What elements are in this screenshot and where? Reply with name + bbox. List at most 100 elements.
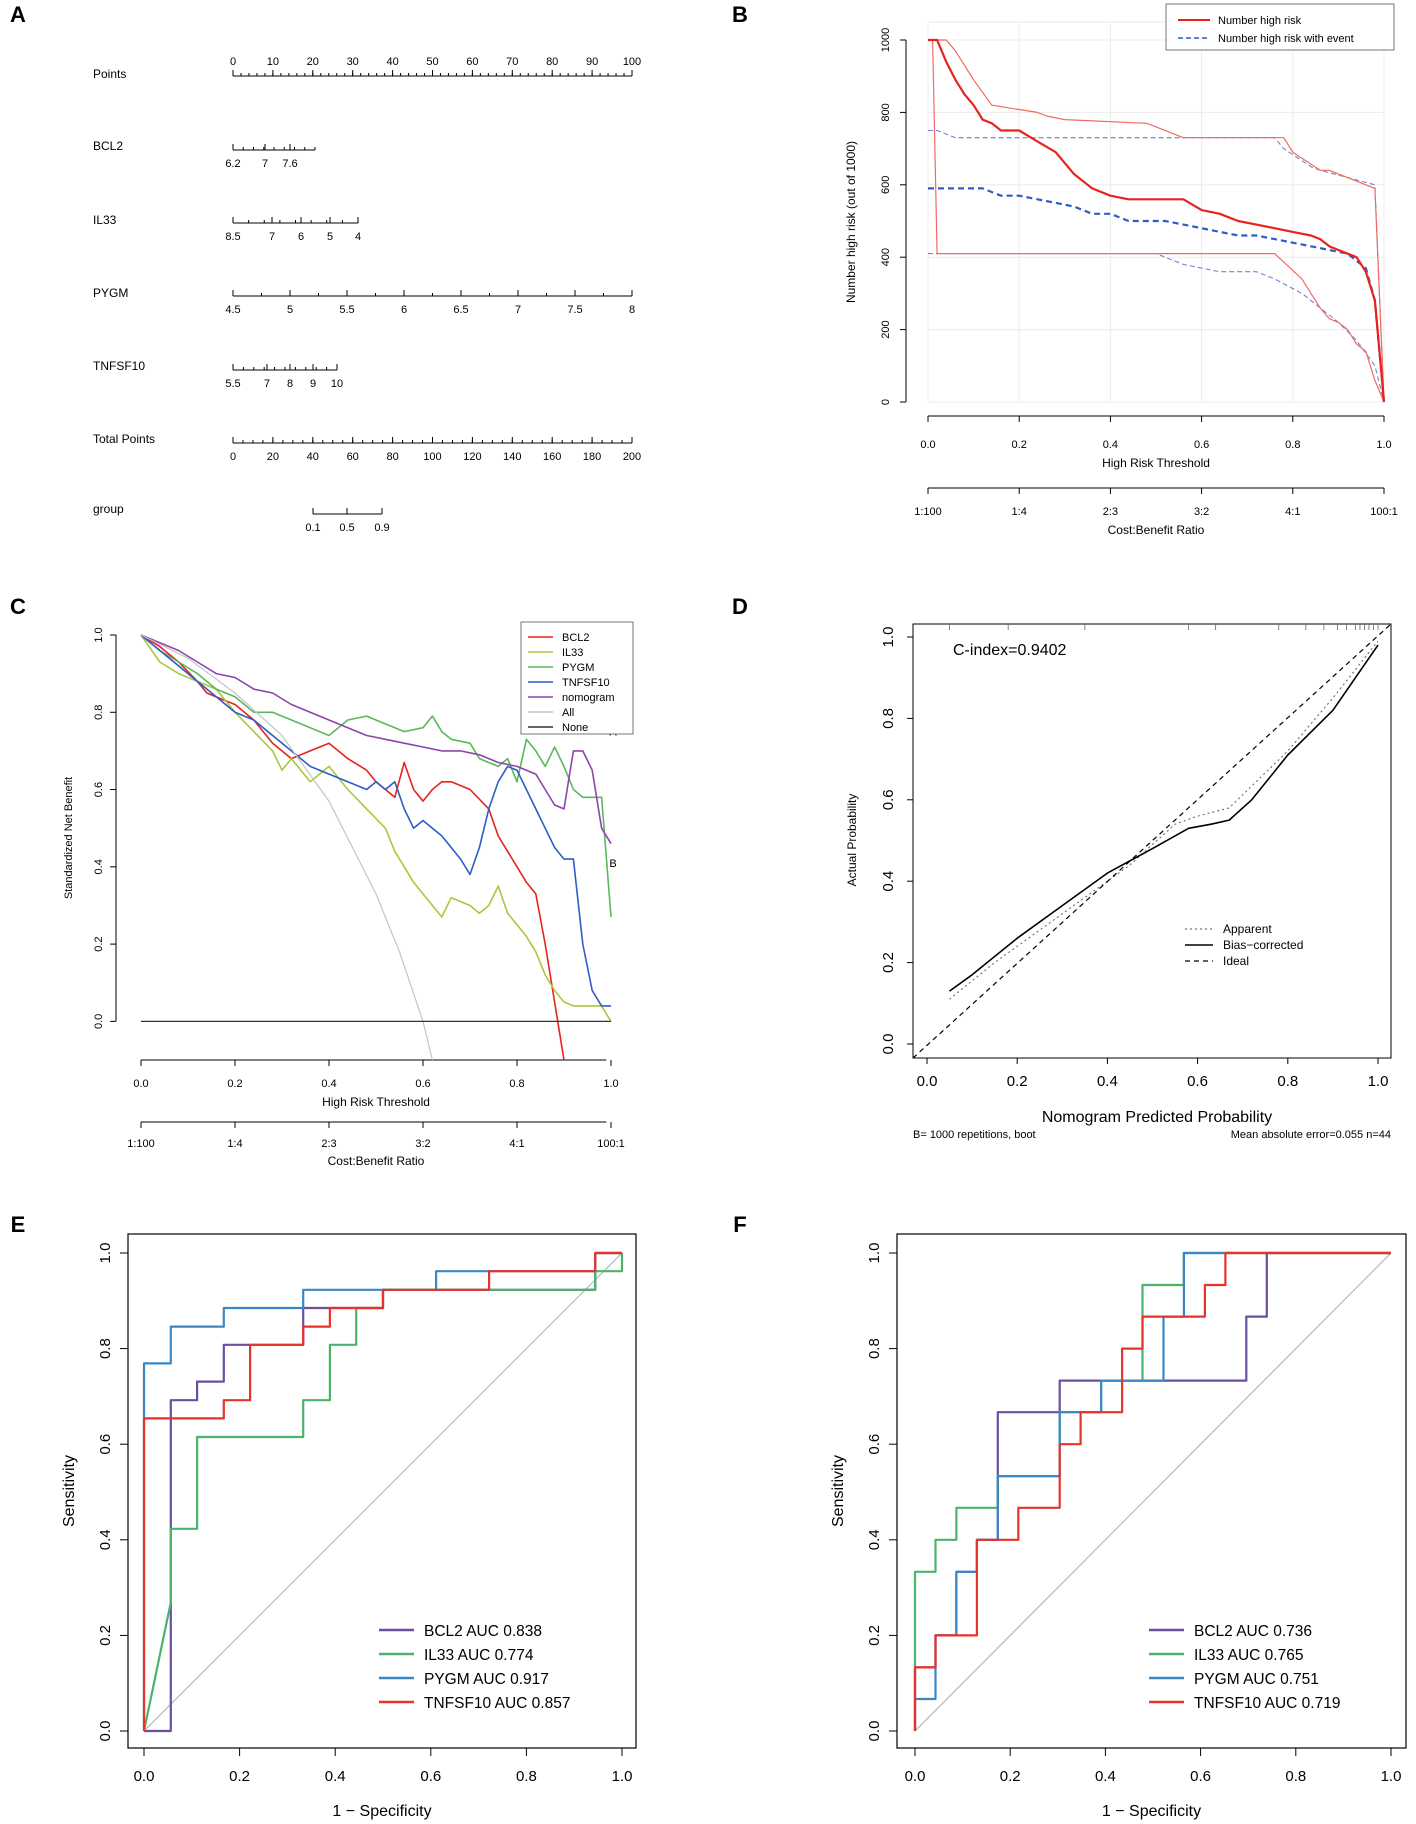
- plot-f-x-tick-label: 0.4: [1095, 1768, 1116, 1785]
- plot-d-footer-right: Mean absolute error=0.055 n=44: [1231, 1129, 1391, 1141]
- plot-c-legend-label-tnfsf10: TNFSF10: [562, 677, 610, 689]
- plot-c-cb-tick-label: 100:1: [597, 1138, 625, 1150]
- nomogram-row-label-pygm: PYGM: [93, 286, 128, 300]
- plot-c-series-tnfsf10: [140, 634, 611, 1007]
- plot-b-legend-box: [1165, 3, 1395, 51]
- plot-c-series-bcl2: [140, 634, 565, 1061]
- plot-e-y-tick-label: 0.2: [97, 1625, 114, 1646]
- plot-e-y-tick-label: 0.8: [97, 1338, 114, 1359]
- plot-d-x-tick-label: 1.0: [1368, 1073, 1389, 1090]
- il33-tick-label: 5: [327, 231, 333, 243]
- pygm-tick-label: 7.5: [567, 304, 582, 316]
- group-tick-label: 0.9: [374, 522, 389, 534]
- plot-b-series-number-high-risk-upper-ci: [928, 39, 1385, 403]
- plot-b-cb-label: Cost:Benefit Ratio: [1108, 523, 1205, 537]
- plot-e-x-tick-label: 0.6: [420, 1768, 441, 1785]
- plot-d-c-index: C-index=0.9402: [953, 642, 1067, 659]
- plot-d-footer-left: B= 1000 repetitions, boot: [913, 1129, 1036, 1141]
- plot-c-legend-label-all: All: [562, 707, 574, 719]
- pygm-tick-label: 4.5: [225, 304, 240, 316]
- plot-d-legend-label-ideal: Ideal: [1223, 954, 1249, 968]
- plot-f-y-tick-label: 1.0: [866, 1243, 883, 1264]
- plot-e-y-tick-label: 0.4: [97, 1529, 114, 1550]
- plot-e-y-tick-label: 0.6: [97, 1434, 114, 1455]
- total-points-tick-label: 40: [307, 451, 319, 463]
- plot-c-x-tick-label: 0.6: [415, 1078, 430, 1090]
- group-tick-label: 0.5: [339, 522, 354, 534]
- points-tick-label: 80: [546, 56, 558, 68]
- plot-c-legend-label-il33: IL33: [562, 647, 583, 659]
- il33-tick-label: 8.5: [225, 231, 240, 243]
- plot-c-x-tick-label: 0.0: [133, 1078, 148, 1090]
- plot-b-x-tick-label: 0.6: [1194, 439, 1209, 451]
- plot-c-cb-tick-label: 2:3: [321, 1138, 336, 1150]
- plot-c-x-tick-label: 1.0: [603, 1078, 618, 1090]
- plot-f-y-tick-label: 0.2: [866, 1625, 883, 1646]
- panel-label-d: D: [732, 594, 748, 619]
- nomogram-row-label-total-points: Total Points: [93, 432, 155, 446]
- plot-d-y-tick-label: 0.0: [880, 1034, 897, 1055]
- plot-e-y-tick-label: 0.0: [97, 1721, 114, 1742]
- plot-c-x-tick-label: 0.8: [509, 1078, 524, 1090]
- plot-e-legend-label-1: BCL2 AUC 0.838: [424, 1623, 542, 1640]
- tnfsf10-tick-label: 9: [310, 378, 316, 390]
- bcl2-tick-label: 6.2: [225, 158, 240, 170]
- plot-b-y-tick-label: 800: [880, 103, 892, 121]
- plot-f-x-tick-label: 0.6: [1190, 1768, 1211, 1785]
- points-tick-label: 50: [426, 56, 438, 68]
- panel-label-c: C: [10, 594, 26, 619]
- plot-b-legend-label-2: Number high risk with event: [1218, 33, 1354, 45]
- plot-b-x-tick-label: 0.2: [1012, 439, 1027, 451]
- total-points-tick-label: 0: [230, 451, 236, 463]
- total-points-tick-label: 140: [503, 451, 521, 463]
- points-tick-label: 30: [347, 56, 359, 68]
- il33-tick-label: 6: [298, 231, 304, 243]
- panel-label-b: B: [732, 2, 748, 27]
- plot-d-x-label: Nomogram Predicted Probability: [1042, 1109, 1272, 1126]
- plot-e-y-tick-label: 1.0: [97, 1243, 114, 1264]
- nomogram-row-label-il33: IL33: [93, 213, 117, 227]
- plot-b-y-tick-label: 600: [880, 176, 892, 194]
- plot-c-legend-label-nomogram: nomogram: [562, 692, 615, 704]
- plot-e-x-tick-label: 0.0: [134, 1768, 155, 1785]
- points-tick-label: 0: [230, 56, 236, 68]
- plot-d-x-tick-label: 0.6: [1187, 1073, 1208, 1090]
- plot-c-y-tick-label: 0.6: [93, 782, 105, 797]
- pygm-tick-label: 5.5: [339, 304, 354, 316]
- plot-f-y-tick-label: 0.0: [866, 1721, 883, 1742]
- plot-b-x-tick-label: 0.4: [1103, 439, 1118, 451]
- group-tick-label: 0.1: [305, 522, 320, 534]
- plot-c-legend-label-bcl2: BCL2: [562, 632, 590, 644]
- plot-c-cb-tick-label: 1:4: [227, 1138, 242, 1150]
- plot-b-x-tick-label: 0.8: [1285, 439, 1300, 451]
- total-points-tick-label: 120: [463, 451, 481, 463]
- plot-b-x-label: High Risk Threshold: [1102, 456, 1210, 470]
- plot-d-y-tick-label: 0.2: [880, 952, 897, 973]
- plot-e-diagonal: [143, 1252, 623, 1732]
- plot-c-y-label: Standardized Net Benefit: [63, 777, 75, 899]
- plot-c-x-tick-label: 0.2: [227, 1078, 242, 1090]
- bcl2-tick-label: 7.6: [282, 158, 297, 170]
- points-tick-label: 90: [586, 56, 598, 68]
- points-tick-label: 20: [307, 56, 319, 68]
- total-points-tick-label: 200: [623, 451, 641, 463]
- plot-d-x-tick-label: 0.8: [1277, 1073, 1298, 1090]
- plot-d-x-tick-label: 0.4: [1097, 1073, 1118, 1090]
- plot-b-series-number-high-risk-with-event-upper-ci: [928, 129, 1385, 403]
- nomogram-row-label-points: Points: [93, 67, 126, 81]
- plot-d-legend-label-apparent: Apparent: [1223, 922, 1272, 936]
- plot-f-y-tick-label: 0.6: [866, 1434, 883, 1455]
- plot-c-series-all: [140, 634, 433, 1061]
- tnfsf10-tick-label: 10: [331, 378, 343, 390]
- plot-b-cb-tick-label: 1:4: [1012, 506, 1027, 518]
- plot-d-series-bias-corrected: [949, 644, 1379, 992]
- plot-b-y-tick-label: 400: [880, 248, 892, 266]
- plot-c-x-tick-label: 0.4: [321, 1078, 336, 1090]
- plot-b-y-tick-label: 0: [880, 399, 892, 405]
- panel-label-a: A: [10, 2, 26, 27]
- plot-c-series-nomogram: [140, 634, 612, 845]
- plot-f-y-tick-label: 0.4: [866, 1529, 883, 1550]
- plot-e-roc-tnfsf10: [142, 1251, 622, 1731]
- plot-b-legend-label-1: Number high risk: [1218, 15, 1302, 27]
